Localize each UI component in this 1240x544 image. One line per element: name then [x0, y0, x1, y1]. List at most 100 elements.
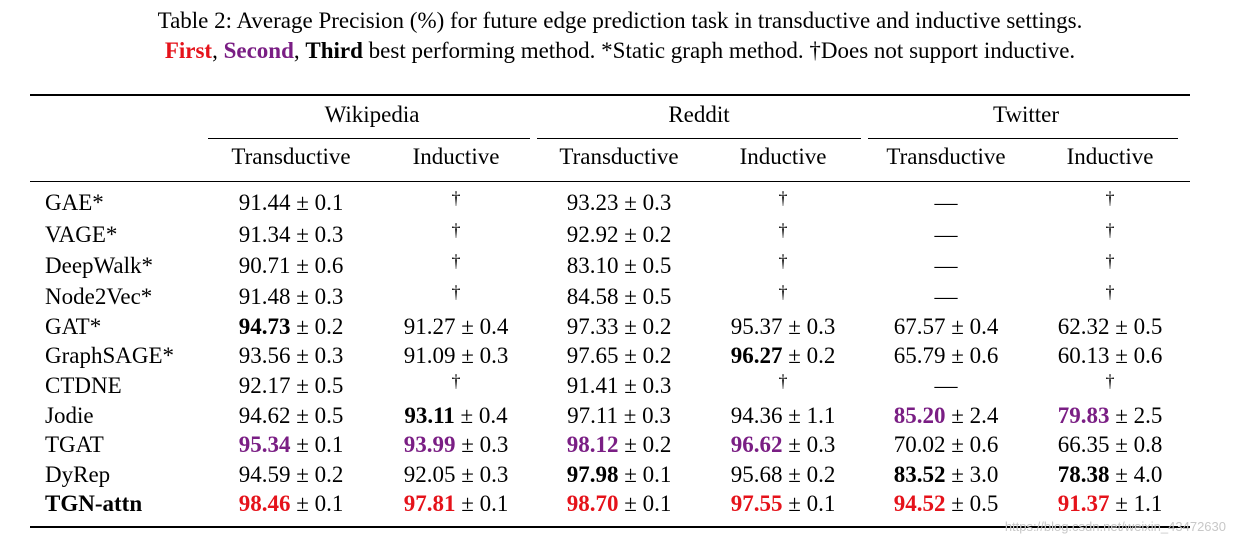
- table-cell: †: [1106, 367, 1115, 393]
- cell-std: 0.4: [478, 403, 508, 428]
- dagger-mark: †: [1105, 220, 1115, 240]
- table-cell: 93.56 ± 0.3: [239, 343, 344, 369]
- column-header-transductive-4: Transductive: [886, 144, 1006, 169]
- cell-std: 0.3: [479, 462, 509, 487]
- cell-std: 1.1: [1133, 491, 1163, 516]
- plus-minus-sign: ±: [945, 403, 970, 428]
- dash-mark: —: [934, 190, 958, 215]
- table-cell: —: [935, 253, 958, 279]
- plus-minus-sign: ±: [945, 491, 970, 516]
- legend-third: Third: [305, 38, 363, 63]
- cell-value: 98.46: [238, 491, 291, 516]
- dagger-mark: †: [1105, 282, 1115, 302]
- table-cell: 67.57 ± 0.4: [894, 314, 999, 340]
- plus-minus-sign: ±: [455, 491, 480, 516]
- table-cell: 85.20 ± 2.4: [894, 403, 999, 429]
- cell-value: 94.73: [238, 314, 291, 339]
- row-label: GAT*: [45, 314, 102, 339]
- cell-value: 95.68: [730, 462, 783, 487]
- cell-value: 91.37: [1057, 491, 1110, 516]
- cell-value: 85.20: [893, 403, 946, 428]
- table-cell: 91.37 ± 1.1: [1058, 491, 1163, 517]
- row-label: DyRep: [45, 462, 111, 487]
- group-header-reddit: Reddit: [668, 102, 730, 127]
- table-cell: †: [1106, 278, 1115, 304]
- plus-minus-sign: ±: [782, 462, 807, 487]
- table-cell: 97.81 ± 0.1: [404, 491, 509, 517]
- cell-value: 93.23: [566, 190, 619, 215]
- cell-value: 96.62: [730, 432, 783, 457]
- row-label: DeepWalk*: [45, 253, 153, 278]
- plus-minus-sign: ±: [290, 373, 315, 398]
- legend-first: First: [164, 38, 213, 63]
- plus-minus-sign: ±: [290, 284, 315, 309]
- plus-minus-sign: ±: [455, 432, 480, 457]
- plus-minus-sign: ±: [1109, 343, 1134, 368]
- dagger-mark: †: [778, 220, 788, 240]
- cell-value: 91.27: [403, 314, 456, 339]
- cell-value: 97.33: [566, 314, 619, 339]
- table-cell: 94.36 ± 1.1: [731, 403, 836, 429]
- table-cell: †: [779, 367, 788, 393]
- cell-value: 98.70: [566, 491, 619, 516]
- table-cell: 91.34 ± 0.3: [239, 222, 344, 248]
- row-label: GraphSAGE*: [45, 343, 175, 368]
- cell-std: 0.3: [479, 432, 509, 457]
- plus-minus-sign: ±: [618, 222, 643, 247]
- cell-std: 4.0: [1133, 462, 1163, 487]
- row-label: Node2Vec*: [45, 284, 153, 309]
- plus-minus-sign: ±: [290, 343, 315, 368]
- plus-minus-sign: ±: [290, 432, 315, 457]
- plus-minus-sign: ±: [290, 190, 315, 215]
- plus-minus-sign: ±: [782, 403, 807, 428]
- cell-std: 0.5: [642, 253, 672, 278]
- cell-std: 0.3: [642, 190, 672, 215]
- plus-minus-sign: ±: [618, 343, 643, 368]
- plus-minus-sign: ±: [1109, 432, 1134, 457]
- table-cell: 96.27 ± 0.2: [731, 343, 836, 369]
- cell-std: 0.2: [806, 462, 836, 487]
- cell-std: 0.2: [642, 314, 672, 339]
- cell-std: 0.1: [479, 491, 509, 516]
- cell-value: 94.36: [730, 403, 783, 428]
- top-rule: [30, 94, 1190, 96]
- cell-std: 0.5: [969, 491, 999, 516]
- group-rule-reddit: [537, 138, 861, 139]
- table-cell: 92.05 ± 0.3: [404, 462, 509, 488]
- watermark: https://blog.csdn.net/weixin_43472630: [1004, 519, 1226, 534]
- table-cell: 79.83 ± 2.5: [1058, 403, 1163, 429]
- cell-value: 92.92: [566, 222, 619, 247]
- plus-minus-sign: ±: [618, 314, 643, 339]
- dagger-mark: †: [778, 282, 788, 302]
- column-header-transductive-0: Transductive: [231, 144, 351, 169]
- dagger-mark: †: [778, 188, 788, 208]
- dagger-mark: †: [1105, 371, 1115, 391]
- table-cell: 91.41 ± 0.3: [567, 373, 672, 399]
- cell-value: 93.11: [404, 403, 455, 428]
- legend-sep: ,: [212, 38, 218, 63]
- cell-std: 0.3: [479, 343, 509, 368]
- table-cell: 83.10 ± 0.5: [567, 253, 672, 279]
- plus-minus-sign: ±: [945, 462, 970, 487]
- legend-rest: best performing method. *Static graph me…: [368, 38, 1076, 63]
- table-cell: 91.48 ± 0.3: [239, 284, 344, 310]
- plus-minus-sign: ±: [290, 491, 315, 516]
- cell-value: 91.09: [403, 343, 456, 368]
- table-cell: 97.65 ± 0.2: [567, 343, 672, 369]
- cell-std: 0.1: [806, 491, 836, 516]
- table-cell: †: [779, 184, 788, 210]
- cell-std: 0.8: [1133, 432, 1163, 457]
- table-cell: 95.34 ± 0.1: [239, 432, 344, 458]
- cell-std: 0.3: [642, 403, 671, 428]
- row-label: VAGE*: [45, 222, 118, 247]
- table-cell: 62.32 ± 0.5: [1058, 314, 1163, 340]
- cell-std: 0.2: [806, 343, 836, 368]
- cell-value: 92.17: [238, 373, 291, 398]
- cell-value: 79.83: [1057, 403, 1110, 428]
- cell-value: 95.37: [730, 314, 783, 339]
- dagger-mark: †: [1105, 251, 1115, 271]
- table-cell: 92.17 ± 0.5: [239, 373, 344, 399]
- cell-value: 83.10: [566, 253, 619, 278]
- table-cell: †: [779, 216, 788, 242]
- cell-value: 93.56: [238, 343, 291, 368]
